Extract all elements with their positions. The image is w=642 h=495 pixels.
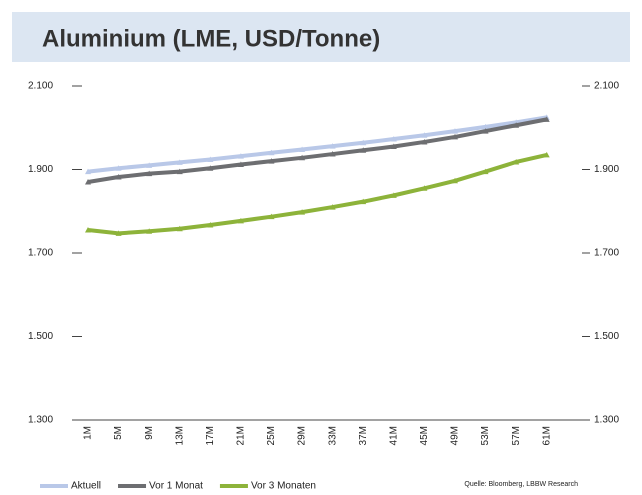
x-tick-label: 25M (266, 426, 277, 445)
marker (146, 228, 153, 234)
marker (329, 204, 336, 210)
marker (360, 147, 367, 153)
x-tick-label: 57M (511, 426, 522, 445)
marker (543, 151, 550, 158)
marker (85, 227, 91, 233)
x-tick-label: 9M (144, 426, 155, 440)
marker (207, 222, 214, 228)
y-tick-label: 1.900 (28, 164, 53, 175)
title-band (12, 12, 630, 62)
chart-title: Aluminium (LME, USD/Tonne) (42, 25, 380, 52)
marker (482, 128, 489, 134)
x-tick-label: 1M (83, 426, 94, 440)
marker (421, 138, 428, 145)
y2-tick-label: 2.100 (594, 81, 619, 92)
marker (451, 133, 458, 140)
legend-label: Vor 3 Monaten (251, 481, 316, 492)
y2-tick-label: 1.700 (594, 248, 619, 259)
marker (299, 209, 306, 215)
y-tick-label: 2.100 (28, 81, 53, 92)
marker (115, 165, 122, 171)
x-tick-label: 45M (419, 426, 430, 445)
y-tick-label: 1.300 (28, 415, 53, 426)
x-tick-label: 37M (358, 426, 369, 445)
marker (513, 122, 520, 128)
marker (268, 149, 275, 156)
series-line (87, 117, 548, 184)
source: Quelle: Bloomberg, LBBW Research (464, 481, 578, 488)
marker (237, 161, 244, 167)
x-tick-label: 41M (388, 426, 399, 445)
marker (146, 162, 153, 168)
marker (543, 116, 550, 122)
marker (482, 123, 489, 130)
marker (329, 143, 336, 149)
legend-label: Vor 1 Monat (149, 481, 203, 492)
y2-tick-label: 1.900 (594, 164, 619, 175)
marker (115, 230, 122, 236)
marker (482, 168, 489, 175)
x-tick-label: 29M (297, 426, 308, 445)
marker (176, 168, 183, 175)
marker (176, 159, 183, 165)
marker (207, 156, 214, 162)
x-tick-label: 17M (205, 426, 216, 445)
y-tick-label: 1.500 (28, 331, 53, 342)
marker (390, 136, 397, 142)
marker (85, 168, 91, 175)
x-tick-label: 21M (236, 426, 247, 445)
marker (513, 158, 520, 165)
marker (390, 143, 397, 150)
marker (176, 225, 183, 232)
marker (146, 170, 153, 177)
marker (237, 153, 244, 159)
series-line (87, 115, 548, 174)
x-tick-label: 61M (541, 426, 552, 445)
marker (360, 139, 367, 146)
marker (299, 146, 306, 152)
marker (299, 154, 306, 161)
marker (360, 198, 367, 205)
marker (115, 174, 122, 180)
x-tick-label: 13M (174, 426, 185, 445)
x-tick-label: 53M (480, 426, 491, 445)
legend-label: Aktuell (71, 481, 101, 492)
y2-tick-label: 1.500 (594, 331, 619, 342)
x-tick-label: 49M (450, 426, 461, 445)
marker (421, 132, 428, 138)
marker (390, 192, 397, 198)
marker (329, 151, 336, 157)
marker (451, 177, 458, 184)
y-tick-label: 1.700 (28, 248, 53, 259)
marker (421, 185, 428, 191)
marker (451, 128, 458, 134)
x-tick-label: 5M (113, 426, 124, 440)
series-line (87, 152, 548, 236)
marker (85, 179, 91, 185)
marker (237, 217, 244, 224)
marker (207, 165, 214, 171)
marker (268, 213, 275, 220)
x-tick-label: 33M (327, 426, 338, 445)
y2-tick-label: 1.300 (594, 415, 619, 426)
marker (268, 158, 275, 164)
